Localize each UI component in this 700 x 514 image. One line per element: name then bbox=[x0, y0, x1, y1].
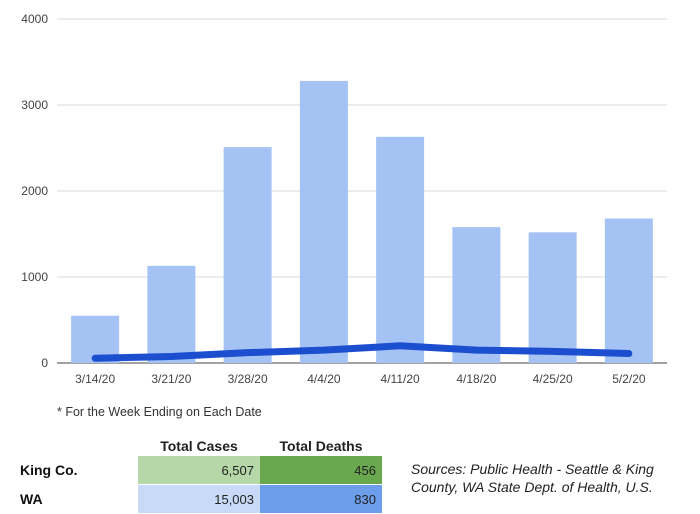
row-label: WA bbox=[20, 491, 43, 507]
sources-note: Sources: Public Health - Seattle & King … bbox=[411, 461, 654, 495]
x-tick-label: 4/18/20 bbox=[456, 372, 496, 386]
table-header-blank bbox=[14, 436, 138, 456]
deaths-trend-line bbox=[91, 342, 633, 362]
bar bbox=[147, 265, 196, 363]
cell-total-cases: 6,507 bbox=[138, 456, 260, 485]
y-axis-ticks: 0 1000 2000 3000 4000 bbox=[21, 12, 48, 370]
chart-footnote: * For the Week Ending on Each Date bbox=[57, 405, 262, 419]
x-tick-label: 3/28/20 bbox=[228, 372, 268, 386]
x-tick-label: 3/21/20 bbox=[151, 372, 191, 386]
table-header-row: Total Cases Total Deaths bbox=[14, 436, 382, 456]
row-label: King Co. bbox=[20, 462, 78, 479]
y-tick-label: 3000 bbox=[21, 98, 48, 112]
bar bbox=[376, 136, 425, 363]
cell-total-cases: 15,003 bbox=[138, 484, 260, 514]
bar bbox=[452, 227, 501, 363]
summary-table: Total Cases Total Deaths King Co. 6,507 … bbox=[14, 436, 382, 514]
bar bbox=[299, 80, 348, 364]
bar bbox=[528, 232, 577, 363]
bar-series bbox=[71, 80, 653, 364]
cell-total-deaths: 456 bbox=[260, 456, 382, 485]
table-row: WA 15,003 830 bbox=[14, 484, 382, 514]
x-tick-label: 4/11/20 bbox=[381, 372, 420, 386]
cell-total-deaths: 830 bbox=[260, 484, 382, 514]
x-tick-label: 5/2/20 bbox=[612, 372, 646, 386]
y-tick-label: 1000 bbox=[21, 270, 48, 284]
y-tick-label: 2000 bbox=[21, 184, 48, 198]
table-row: King Co. 6,507 456 bbox=[14, 456, 382, 485]
bar bbox=[223, 147, 272, 363]
x-tick-label: 4/25/20 bbox=[533, 372, 573, 386]
bar bbox=[604, 218, 653, 363]
chart: 0 1000 2000 3000 4000 3/14/20 3/21/20 3/28/20 4… bbox=[21, 12, 667, 386]
y-tick-label: 0 bbox=[41, 356, 48, 370]
x-tick-label: 4/4/20 bbox=[307, 372, 341, 386]
y-tick-label: 4000 bbox=[21, 12, 48, 26]
x-axis-ticks: 3/14/20 3/21/20 3/28/20 4/4/20 4/11/20 4/18/2… bbox=[75, 372, 646, 386]
x-tick-label: 3/14/20 bbox=[75, 372, 115, 386]
header-total-deaths: Total Deaths bbox=[279, 438, 363, 454]
header-total-cases: Total Cases bbox=[160, 438, 238, 454]
